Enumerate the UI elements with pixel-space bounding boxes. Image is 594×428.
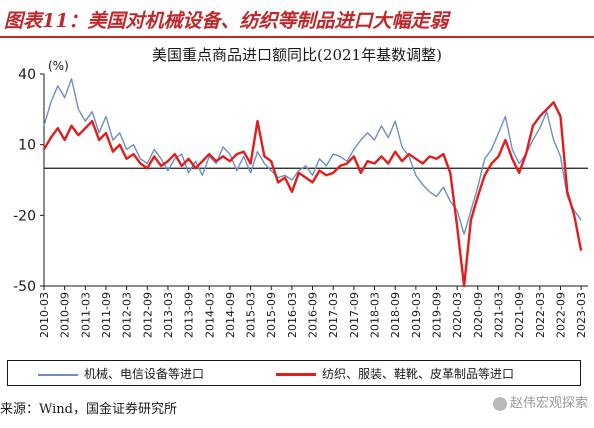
legend-swatch-textiles [276,373,316,376]
x-tick-label: 2022-03 [534,292,547,338]
x-tick-label: 2013-03 [162,292,175,338]
watermark: 赵伟宏观探索 [492,392,588,411]
legend-item-machinery: 机械、电信设备等进口 [38,365,204,382]
wechat-logo-icon [492,396,507,411]
legend-item-textiles: 纺织、服装、鞋靴、皮革制品等进口 [276,365,514,382]
x-tick-label: 2021-09 [513,292,526,338]
x-tick-label: 2012-09 [141,292,154,338]
y-tick-label: -50 [13,279,36,295]
x-tick-label: 2017-09 [348,292,361,338]
x-tick-label: 2020-03 [451,292,464,338]
y-tick-label: 10 [18,138,36,154]
x-tick-label: 2012-03 [121,292,134,338]
x-tick-label: 2020-09 [472,292,485,338]
x-tick-label: 2014-03 [203,292,216,338]
watermark-text: 赵伟宏观探索 [509,396,588,411]
source-note: 来源：Wind，国金证券研究所 [0,402,177,417]
x-tick-label: 2013-09 [183,292,196,338]
legend-label-textiles: 纺织、服装、鞋靴、皮革制品等进口 [322,367,515,381]
x-tick-label: 2018-03 [369,292,382,338]
x-tick-label: 2022-09 [554,292,567,338]
x-tick-label: 2015-03 [245,292,258,338]
y-tick-label: -20 [13,208,36,224]
x-tick-label: 2023-03 [575,292,588,338]
chart-legend: 机械、电信设备等进口 纺织、服装、鞋靴、皮革制品等进口 [7,360,581,386]
x-tick-label: 2011-09 [100,292,113,338]
y-tick-label: 40 [18,67,36,83]
x-tick-label: 2015-09 [265,292,278,338]
unit-label: (%) [48,59,69,73]
x-tick-label: 2010-03 [38,292,51,338]
chart-title: 美国重点商品进口额同比(2021年基数调整) [152,46,442,64]
series-line-machinery [43,78,582,235]
x-tick-label: 2010-09 [59,292,72,338]
x-tick-label: 2019-03 [410,292,423,338]
x-tick-label: 2016-03 [286,292,299,338]
x-tick-label: 2011-03 [79,292,92,338]
x-tick-label: 2018-09 [389,292,402,338]
legend-swatch-machinery [38,373,78,376]
report-header: 图表11：美国对机械设备、纺织等制品进口大幅走弱 [0,0,594,38]
x-tick-label: 2017-03 [327,292,340,338]
x-tick-label: 2014-09 [224,292,237,338]
x-tick-label: 2021-03 [492,292,505,338]
series-line-textiles [42,101,583,288]
x-tick-label: 2019-09 [431,292,444,338]
figure-title: 图表11：美国对机械设备、纺织等制品进口大幅走弱 [4,10,449,32]
legend-label-machinery: 机械、电信设备等进口 [84,367,205,381]
x-tick-label: 2016-09 [307,292,320,338]
